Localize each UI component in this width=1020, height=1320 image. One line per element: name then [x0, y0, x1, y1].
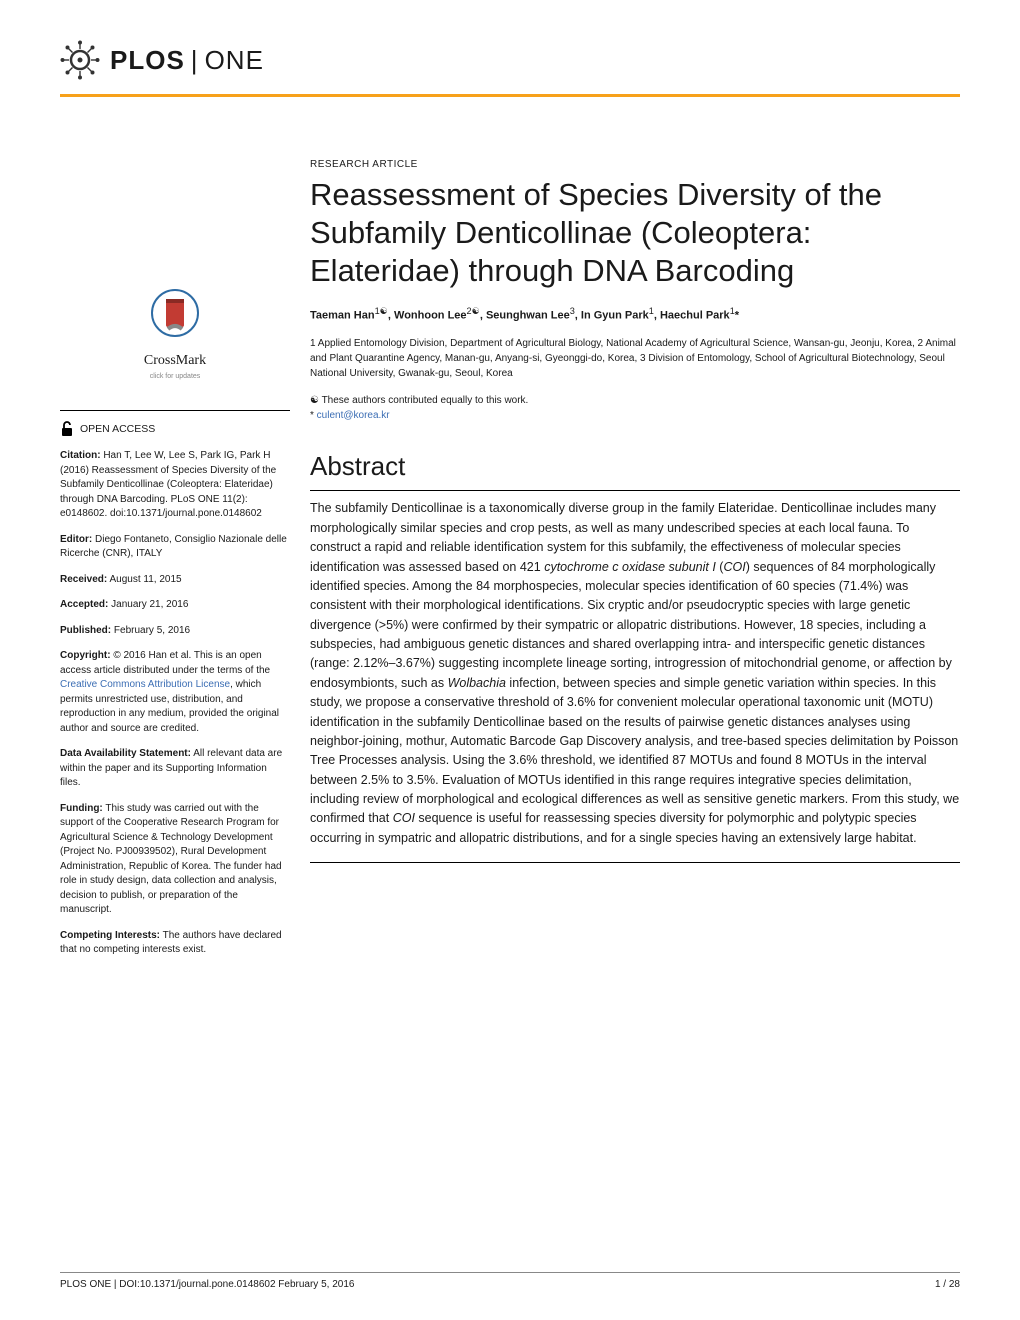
- cc-license-link[interactable]: Creative Commons Attribution License: [60, 679, 230, 690]
- accepted-block: Accepted: January 21, 2016: [60, 598, 290, 613]
- open-access-icon: [60, 421, 74, 437]
- abstract-body: The subfamily Denticollinae is a taxonom…: [310, 499, 960, 848]
- crossmark-label: CrossMark: [60, 351, 290, 371]
- footer-right: 1 / 28: [935, 1279, 960, 1290]
- affiliations: 1 Applied Entomology Division, Departmen…: [310, 336, 960, 381]
- editor-block: Editor: Diego Fontaneto, Consiglio Nazio…: [60, 533, 290, 562]
- published-text: February 5, 2016: [111, 625, 190, 636]
- content-body: CrossMark click for updates OPEN ACCESS …: [60, 159, 960, 969]
- data-availability-block: Data Availability Statement: All relevan…: [60, 747, 290, 791]
- open-access-badge: OPEN ACCESS: [60, 421, 290, 437]
- page: PLOS|ONE CrossMark click for updates: [0, 0, 1020, 1320]
- article-title: Reassessment of Species Diversity of the…: [310, 176, 960, 289]
- authors: Taeman Han1☯, Wonhoon Lee2☯, Seunghwan L…: [310, 305, 960, 324]
- received-block: Received: August 11, 2015: [60, 573, 290, 588]
- sidebar: CrossMark click for updates OPEN ACCESS …: [60, 159, 290, 969]
- published-label: Published:: [60, 625, 111, 636]
- header-divider: [60, 94, 960, 97]
- logo-one: ONE: [205, 45, 264, 75]
- equal-contribution-note: ☯ These authors contributed equally to t…: [310, 393, 960, 408]
- crossmark-sublabel: click for updates: [60, 372, 290, 382]
- footer-left: PLOS ONE | DOI:10.1371/journal.pone.0148…: [60, 1279, 354, 1290]
- accepted-text: January 21, 2016: [108, 599, 188, 610]
- plos-text: PLOS|ONE: [110, 45, 264, 76]
- corresponding-author: * culent@korea.kr: [310, 408, 960, 423]
- citation-block: Citation: Han T, Lee W, Lee S, Park IG, …: [60, 449, 290, 522]
- abstract-heading: Abstract: [310, 451, 960, 482]
- published-block: Published: February 5, 2016: [60, 624, 290, 639]
- copyright-label: Copyright:: [60, 650, 111, 661]
- abstract-rule-top: [310, 490, 960, 491]
- received-text: August 11, 2015: [107, 574, 181, 585]
- competing-interests-block: Competing Interests: The authors have de…: [60, 929, 290, 958]
- abstract-rule-bottom: [310, 862, 960, 863]
- funding-text: This study was carried out with the supp…: [60, 803, 282, 916]
- main-column: RESEARCH ARTICLE Reassessment of Species…: [310, 159, 960, 969]
- data-availability-label: Data Availability Statement:: [60, 748, 191, 759]
- funding-label: Funding:: [60, 803, 103, 814]
- open-access-label: OPEN ACCESS: [80, 422, 155, 437]
- page-footer: PLOS ONE | DOI:10.1371/journal.pone.0148…: [60, 1272, 960, 1290]
- logo-plos: PLOS: [110, 45, 185, 75]
- copyright-block: Copyright: © 2016 Han et al. This is an …: [60, 649, 290, 736]
- corresponding-prefix: *: [310, 410, 317, 421]
- corresponding-email[interactable]: culent@korea.kr: [317, 410, 390, 421]
- plos-logo-icon: [60, 40, 100, 80]
- funding-block: Funding: This study was carried out with…: [60, 802, 290, 918]
- editor-label: Editor:: [60, 534, 92, 545]
- crossmark-icon: [60, 289, 290, 347]
- citation-label: Citation:: [60, 450, 101, 461]
- plos-one-logo: PLOS|ONE: [60, 40, 960, 80]
- competing-label: Competing Interests:: [60, 930, 160, 941]
- page-header: PLOS|ONE: [60, 40, 960, 111]
- accepted-label: Accepted:: [60, 599, 108, 610]
- article-type: RESEARCH ARTICLE: [310, 159, 960, 170]
- editor-text: Diego Fontaneto, Consiglio Nazionale del…: [60, 534, 287, 560]
- received-label: Received:: [60, 574, 107, 585]
- sidebar-rule: [60, 410, 290, 411]
- crossmark-badge[interactable]: CrossMark click for updates: [60, 289, 290, 382]
